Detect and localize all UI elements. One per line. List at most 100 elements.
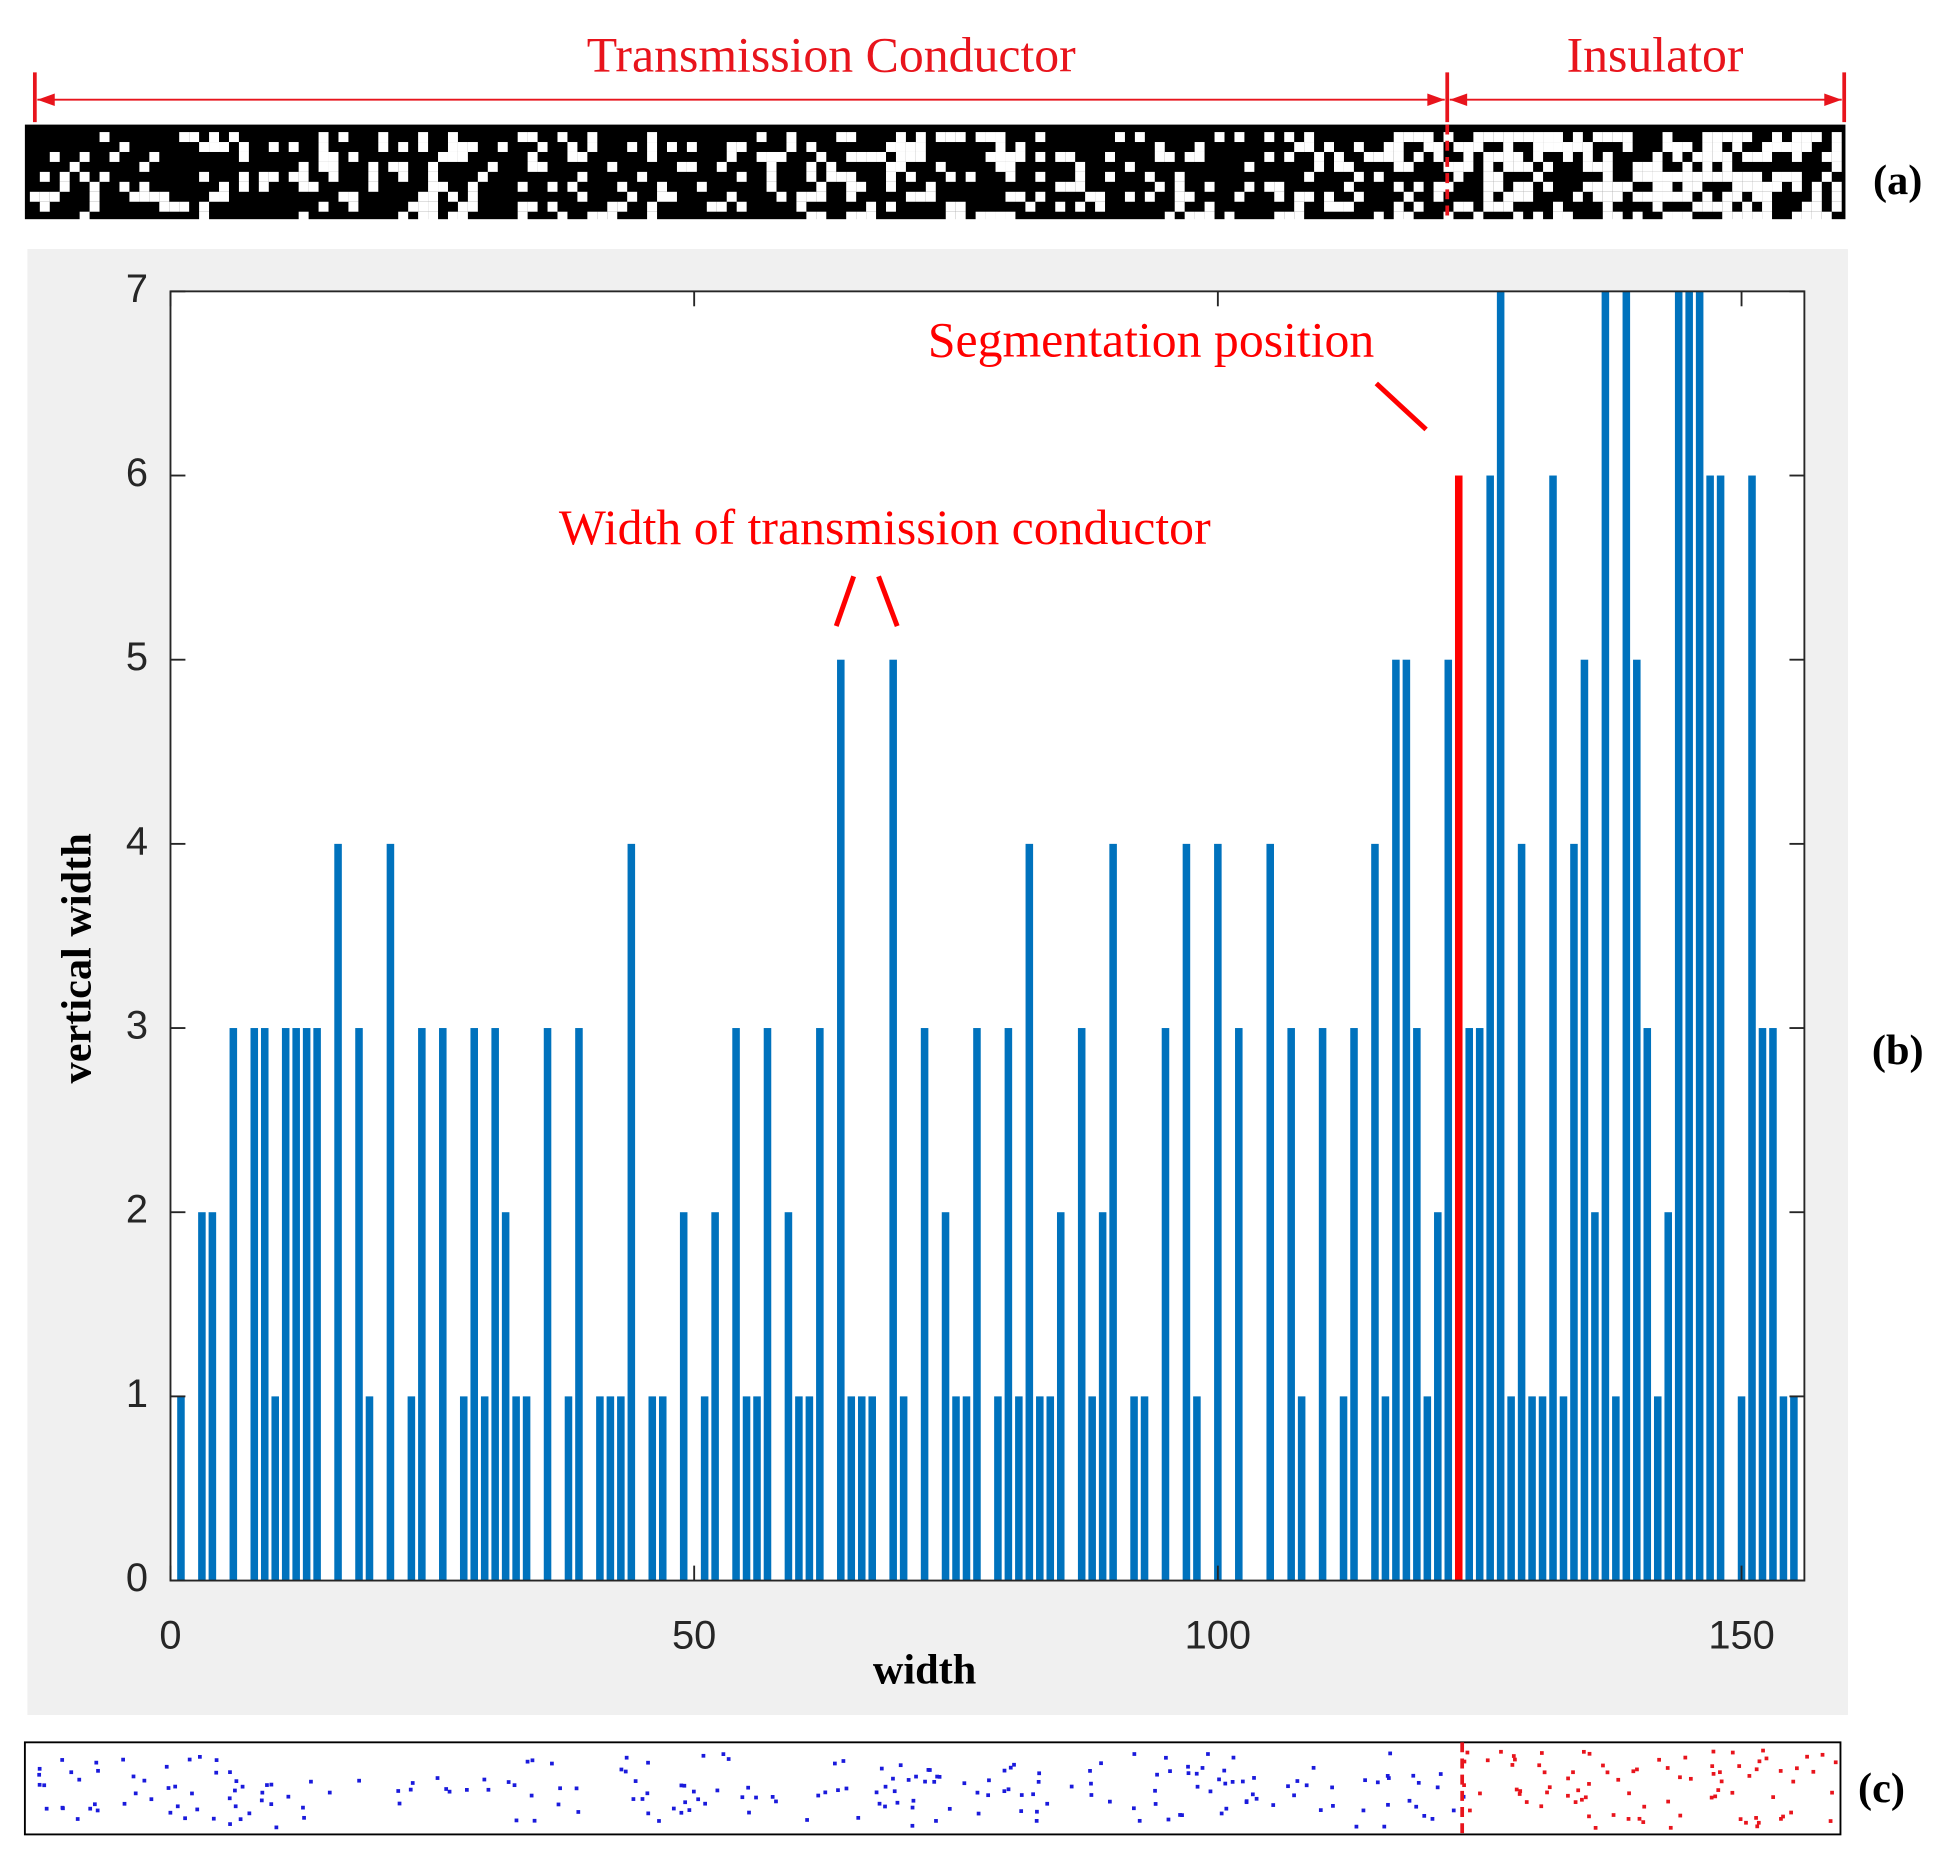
pixel: [1144, 191, 1155, 202]
pixel: [1453, 161, 1464, 172]
point: [1637, 1816, 1642, 1821]
bar: [1371, 843, 1379, 1581]
bar: [1538, 1396, 1547, 1581]
pixel: [1543, 161, 1554, 172]
point: [1626, 1817, 1631, 1821]
point: [1292, 1793, 1296, 1798]
point: [1164, 1755, 1168, 1760]
point: [464, 1788, 469, 1792]
point: [1230, 1780, 1235, 1784]
pixel: [846, 171, 857, 182]
pixel: [1692, 151, 1703, 162]
point: [696, 1797, 701, 1802]
pixel: [945, 132, 956, 143]
pixel: [1005, 171, 1016, 182]
pixel: [1314, 151, 1325, 162]
bar: [1653, 1396, 1662, 1581]
pixel: [776, 151, 787, 162]
bar: [1109, 843, 1117, 1581]
point: [1641, 1820, 1646, 1824]
bar: [1664, 1212, 1672, 1581]
pixel: [328, 171, 339, 182]
point: [233, 1788, 237, 1793]
pixel: [1582, 142, 1593, 152]
point: [631, 1797, 636, 1801]
pixel: [49, 151, 60, 162]
pixel: [1065, 151, 1076, 162]
pixel: [1114, 132, 1125, 143]
pixel: [1732, 132, 1743, 143]
pixel: [1672, 151, 1683, 162]
point: [1318, 1808, 1323, 1812]
pixel: [1324, 142, 1334, 152]
pixel: [557, 211, 568, 222]
pixel: [1662, 181, 1673, 192]
pixel: [1214, 132, 1225, 143]
pixel: [1393, 201, 1404, 212]
point: [1718, 1770, 1722, 1775]
point: [715, 1788, 720, 1793]
point: [1738, 1817, 1743, 1821]
bar: [250, 1028, 259, 1581]
point: [1331, 1804, 1335, 1808]
point: [646, 1811, 651, 1816]
pixel: [1413, 132, 1424, 143]
pixel: [816, 151, 827, 162]
pixel: [398, 142, 409, 152]
pixel: [1602, 151, 1613, 162]
pixel: [1413, 181, 1424, 192]
pixel: [786, 142, 797, 152]
pixel: [1483, 161, 1494, 172]
pixel: [1403, 161, 1414, 172]
point: [529, 1793, 534, 1798]
point: [1208, 1789, 1213, 1794]
y-tick-label: 2: [126, 1188, 148, 1232]
pixel: [1772, 142, 1782, 152]
pixel: [1781, 142, 1792, 152]
bar: [952, 1396, 960, 1581]
point: [1186, 1771, 1191, 1776]
point: [624, 1755, 629, 1760]
pixel: [1075, 181, 1086, 192]
pixel: [1493, 181, 1504, 192]
pixel: [59, 171, 70, 182]
point: [530, 1758, 535, 1763]
pixel: [527, 201, 538, 212]
pixel: [1602, 211, 1613, 222]
point: [265, 1783, 269, 1787]
pixel: [826, 171, 837, 182]
pixel: [1642, 191, 1653, 202]
bar: [658, 1396, 667, 1581]
point: [1517, 1792, 1522, 1796]
pixel: [1682, 171, 1693, 182]
point: [525, 1759, 530, 1764]
y-tick-label: 3: [126, 1004, 148, 1048]
pixel: [766, 181, 777, 192]
pixel: [1005, 191, 1016, 202]
pixel: [1403, 132, 1414, 143]
point: [576, 1810, 581, 1814]
point: [1754, 1816, 1758, 1820]
pixel: [1184, 191, 1195, 202]
pixel: [1533, 132, 1544, 143]
pixel: [816, 181, 827, 192]
pixel: [149, 191, 160, 202]
pixel: [597, 211, 608, 222]
bar: [1392, 659, 1400, 1581]
pixel: [866, 211, 877, 222]
bar: [1612, 1396, 1620, 1581]
pixel: [607, 201, 618, 212]
pixel: [686, 142, 697, 152]
plot-frame: [169, 290, 1806, 1582]
point: [1132, 1752, 1137, 1756]
bar: [281, 1028, 290, 1581]
bar: [1088, 1396, 1096, 1581]
pixel: [1831, 151, 1842, 162]
bar: [365, 1396, 374, 1581]
point: [397, 1801, 402, 1806]
point: [671, 1806, 676, 1811]
pixel: [517, 132, 528, 143]
bar: [606, 1396, 615, 1581]
point: [259, 1798, 264, 1803]
pixel: [776, 191, 787, 202]
